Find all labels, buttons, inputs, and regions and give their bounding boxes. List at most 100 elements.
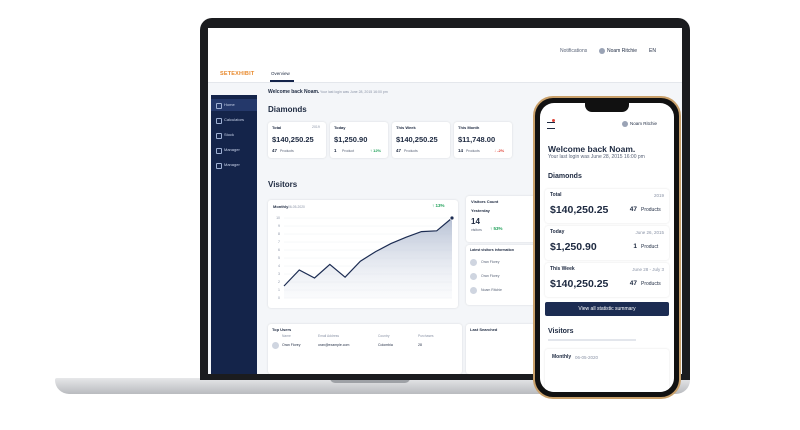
card-unit: Products bbox=[641, 281, 661, 287]
avatar bbox=[622, 121, 628, 127]
y-tick-label: 4 bbox=[278, 264, 280, 268]
table-cell: Oran Florey bbox=[282, 343, 301, 347]
card-amount: $1,250.90 bbox=[550, 241, 597, 253]
latest-title: Latest visitors information bbox=[470, 248, 514, 252]
card-amount: $140,250.25 bbox=[272, 135, 314, 144]
card-unit: Products bbox=[466, 148, 480, 153]
chart-card: Monthly 06-05-2020 bbox=[545, 349, 669, 392]
table-cell: 28 bbox=[418, 343, 422, 347]
card-label: This Week bbox=[550, 266, 575, 272]
welcome: Welcome back Noam. bbox=[548, 144, 636, 154]
card-label: Total bbox=[550, 192, 562, 198]
card-unit: Products bbox=[641, 207, 661, 213]
diamond-card: Today $1,250.90 1 Product ↑ 12% bbox=[330, 122, 388, 158]
nav-active bbox=[211, 99, 257, 111]
nav-icon bbox=[216, 163, 222, 169]
card-count: 47 bbox=[629, 206, 637, 213]
nav-item[interactable]: Home bbox=[224, 102, 235, 107]
tab-underline bbox=[270, 80, 294, 82]
phone-notch bbox=[585, 103, 629, 112]
card-amount: $140,250.25 bbox=[550, 278, 609, 290]
chart-period: Monthly bbox=[552, 354, 572, 360]
card-date: 2019 bbox=[312, 125, 320, 129]
nav-item[interactable]: Calculators bbox=[224, 117, 245, 122]
card-amount: $11,748.00 bbox=[458, 135, 496, 144]
visitor-avatar bbox=[470, 259, 477, 266]
nav-item[interactable]: Stock bbox=[224, 132, 235, 137]
visitors-count-card: Visitors Count Yesterday 14 visitors ↑ 53% bbox=[466, 196, 538, 242]
language[interactable]: EN bbox=[649, 48, 656, 54]
notifications[interactable]: Notifications bbox=[560, 48, 588, 54]
chart-card: Monthly 06-05-2020 ↑ 13% 0 1 2 3 4 5 6 7 8 9 10 bbox=[268, 200, 458, 308]
y-tick-label: 6 bbox=[278, 248, 280, 252]
card-unit: Product bbox=[641, 244, 659, 250]
column-header: Name bbox=[282, 334, 291, 338]
column-header: Email Address bbox=[318, 334, 340, 338]
button-label[interactable]: View all statistic summary bbox=[578, 305, 636, 312]
y-tick-label: 3 bbox=[278, 272, 280, 276]
latest-visitors-card: Latest visitors information Oran Florey Or… bbox=[466, 245, 538, 305]
y-tick-label: 1 bbox=[278, 288, 280, 292]
tab[interactable]: Overview bbox=[271, 71, 290, 76]
card-unit: Products bbox=[404, 148, 418, 153]
top-bar bbox=[208, 28, 682, 83]
card-count: 47 bbox=[629, 280, 637, 287]
summary-button[interactable]: View all statistic summary bbox=[545, 302, 669, 316]
card-count: 47 bbox=[396, 148, 402, 153]
nav-icon bbox=[216, 118, 222, 124]
card-change: ↓ -2% bbox=[494, 148, 505, 153]
y-tick-label: 9 bbox=[278, 224, 280, 228]
diamond-card: Total 2019 $140,250.25 47 Products bbox=[268, 122, 326, 158]
welcome: Welcome back Noam. bbox=[268, 89, 320, 95]
count-value: 14 bbox=[471, 217, 480, 226]
diamond-card: Today June 26, 2015 $1,250.90 1 Product bbox=[545, 226, 669, 260]
card-label: Today bbox=[334, 125, 346, 130]
laptop-notch bbox=[330, 378, 410, 383]
logo: SETEXHIBIT bbox=[220, 71, 255, 77]
last-login: Your last login was June 28, 2015 16:00 … bbox=[548, 154, 645, 160]
card-count: 1 bbox=[334, 148, 337, 153]
diamond-card: Total 2019 $140,250.25 47 Products bbox=[545, 189, 669, 223]
card-count: 1 bbox=[633, 243, 637, 250]
user-name[interactable]: Noam Ritchie bbox=[630, 121, 658, 126]
visitor-avatar bbox=[470, 273, 477, 280]
card-label: Total bbox=[272, 125, 282, 130]
nav-icon bbox=[216, 103, 222, 109]
card-date: June 28 - July 3 bbox=[632, 266, 664, 272]
count-title: Visitors Count bbox=[471, 199, 499, 204]
count-change: ↑ 53% bbox=[490, 226, 503, 231]
nav-icon bbox=[216, 148, 222, 154]
sidebar bbox=[211, 95, 257, 374]
notification-dot bbox=[552, 119, 555, 122]
y-tick-label: 10 bbox=[276, 216, 280, 220]
card-unit: Product bbox=[342, 148, 355, 153]
visitors-subtitle-line bbox=[548, 339, 636, 341]
column-header: Country bbox=[378, 334, 390, 338]
last-searched-card: Last Searched bbox=[466, 324, 538, 374]
card-date: June 26, 2015 bbox=[635, 229, 664, 235]
phone-screen: Noam Ritchie Welcome back Noam. Your last … bbox=[540, 103, 674, 392]
count-unit: visitors bbox=[471, 228, 482, 232]
laptop-screen: Notifications Noam Ritchie EN SETEXHIBIT Ove… bbox=[208, 28, 682, 374]
y-tick-label: 7 bbox=[278, 240, 280, 244]
nav-item[interactable]: Manager bbox=[224, 162, 240, 167]
chart-date: 06-05-2020 bbox=[288, 204, 305, 209]
end-point bbox=[449, 215, 455, 221]
card-change: ↑ 12% bbox=[370, 148, 382, 153]
y-tick-label: 0 bbox=[278, 296, 280, 300]
user-name[interactable]: Noam Ritchie bbox=[607, 48, 638, 54]
menu-icon[interactable] bbox=[547, 122, 555, 129]
last-searched-title: Last Searched bbox=[470, 327, 498, 332]
y-tick-label: 5 bbox=[278, 256, 280, 260]
diamond-card: This Week June 28 - July 3 $140,250.25 47 Pr… bbox=[545, 263, 669, 297]
visitor-name: Oran Florey bbox=[481, 260, 500, 264]
table-title: Top Users bbox=[272, 327, 292, 332]
card-label: This Month bbox=[458, 125, 480, 130]
diamonds-title: Diamonds bbox=[548, 173, 582, 180]
user-avatar bbox=[599, 48, 605, 54]
chart-period: Monthly bbox=[273, 204, 289, 209]
card-count: 14 bbox=[458, 148, 464, 153]
visitor-name: Oran Florey bbox=[481, 274, 500, 278]
nav-item[interactable]: Manager bbox=[224, 147, 240, 152]
